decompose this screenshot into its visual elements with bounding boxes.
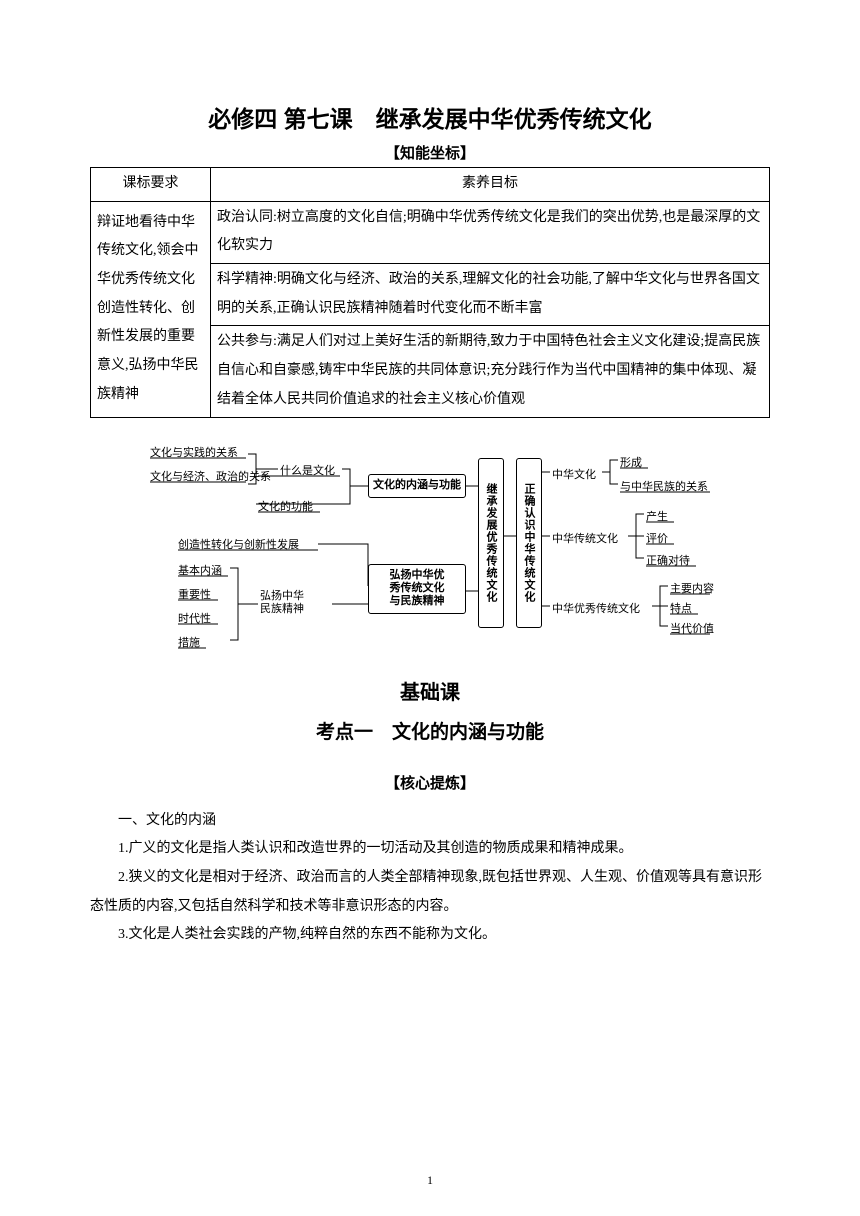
node-culture-function: 文化的功能: [258, 498, 313, 514]
node-econ-politics: 文化与经济、政治的关系: [150, 468, 271, 484]
topic-title: 考点一 文化的内涵与功能: [90, 717, 770, 744]
table-header-row: 课标要求 素养目标: [91, 168, 770, 202]
node-features: 特点: [670, 600, 692, 616]
cell-requirement: 辩证地看待中华传统文化,领会中华优秀传统文化创造性转化、创新性发展的重要意义,弘…: [91, 201, 211, 417]
node-formation: 形成: [620, 454, 642, 470]
node-evaluate: 评价: [646, 530, 668, 546]
sub-heading: 【核心提炼】: [90, 772, 770, 793]
node-importance: 重要性: [178, 586, 211, 602]
concept-diagram: 文化与实践的关系 文化与经济、政治的关系 文化的功能 创造性转化与创新性发展 基…: [90, 436, 770, 662]
paragraph-3: 3.文化是人类社会实践的产物,纯粹自然的东西不能称为文化。: [90, 921, 770, 950]
node-creative-transform: 创造性转化与创新性发展: [178, 536, 299, 552]
node-correct-treat: 正确对待: [646, 552, 690, 568]
node-main-content: 主要内容: [670, 580, 714, 596]
node-modern-value: 当代价值: [670, 620, 714, 636]
page-title: 必修四 第七课 继承发展中华优秀传统文化: [90, 100, 770, 134]
node-practice-relation: 文化与实践的关系: [150, 444, 238, 460]
node-trad-culture: 中华传统文化: [552, 530, 618, 546]
cell-goal-2: 科学精神:明确文化与经济、政治的关系,理解文化的社会功能,了解中华文化与世界各国…: [211, 264, 770, 326]
node-nation-relation: 与中华民族的关系: [620, 478, 708, 494]
node-chinese-culture: 中华文化: [552, 466, 596, 482]
node-excellent-trad: 中华优秀传统文化: [552, 600, 640, 616]
node-what-is-culture: 什么是文化: [280, 462, 335, 478]
criteria-table: 课标要求 素养目标 辩证地看待中华传统文化,领会中华优秀传统文化创造性转化、创新…: [90, 167, 770, 418]
cell-goal-3: 公共参与:满足人们对过上美好生活的新期待,致力于中国特色社会主义文化建设;提高民…: [211, 326, 770, 417]
vbox-recognize: 正确认识中华传统文化: [516, 458, 542, 628]
header-col2: 素养目标: [211, 168, 770, 202]
table-row: 辩证地看待中华传统文化,领会中华优秀传统文化创造性转化、创新性发展的重要意义,弘…: [91, 201, 770, 263]
section-title: 基础课: [90, 676, 770, 705]
content-heading: 一、文化的内涵: [90, 807, 770, 836]
box-culture-meaning: 文化的内涵与功能: [368, 474, 466, 498]
box-promote-culture: 弘扬中华优秀传统文化与民族精神: [368, 564, 466, 614]
vbox-inherit: 继承发展优秀传统文化: [478, 458, 504, 628]
header-col1: 课标要求: [91, 168, 211, 202]
subtitle: 【知能坐标】: [90, 142, 770, 163]
node-promote-spirit: 弘扬中华民族精神: [260, 590, 304, 616]
page-number: 1: [0, 1173, 860, 1188]
node-measures: 措施: [178, 634, 200, 650]
node-era: 时代性: [178, 610, 211, 626]
node-origin: 产生: [646, 508, 668, 524]
paragraph-2: 2.狭义的文化是相对于经济、政治而言的人类全部精神现象,既包括世界观、人生观、价…: [90, 864, 770, 921]
node-basic-connotation: 基本内涵: [178, 562, 222, 578]
paragraph-1: 1.广义的文化是指人类认识和改造世界的一切活动及其创造的物质成果和精神成果。: [90, 835, 770, 864]
cell-goal-1: 政治认同:树立高度的文化自信;明确中华优秀传统文化是我们的突出优势,也是最深厚的…: [211, 201, 770, 263]
